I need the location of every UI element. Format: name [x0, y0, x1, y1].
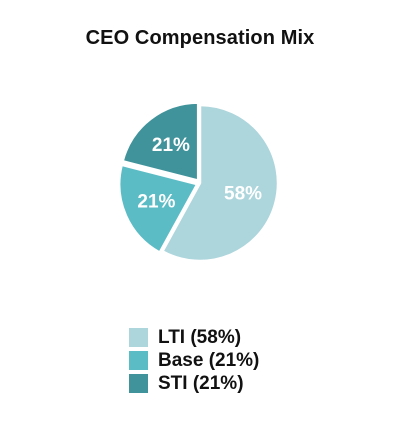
chart-title: CEO Compensation Mix	[85, 27, 315, 49]
pie-slice-lti	[161, 103, 280, 263]
slice-value-label-sti: 21%	[152, 135, 190, 156]
legend-label-base: Base (21%)	[158, 349, 260, 371]
legend-swatch-base	[129, 351, 148, 370]
legend: LTI (58%) Base (21%) STI (21%)	[129, 326, 329, 395]
pie-slice-base	[118, 163, 199, 254]
legend-swatch-sti	[129, 374, 148, 393]
legend-item-sti: STI (21%)	[129, 372, 329, 395]
legend-label-sti: STI (21%)	[158, 372, 244, 394]
legend-label-lti: LTI (58%)	[158, 326, 242, 348]
slice-value-label-lti: 58%	[224, 184, 262, 205]
legend-item-base: Base (21%)	[129, 349, 329, 372]
pie-slice-labels: 58% 21% 21%	[137, 135, 262, 212]
slice-value-label-base: 21%	[137, 191, 175, 212]
pie-slices	[118, 101, 280, 263]
legend-item-lti: LTI (58%)	[129, 326, 329, 349]
legend-swatch-lti	[129, 328, 148, 347]
pie-slice-sti	[121, 101, 200, 182]
